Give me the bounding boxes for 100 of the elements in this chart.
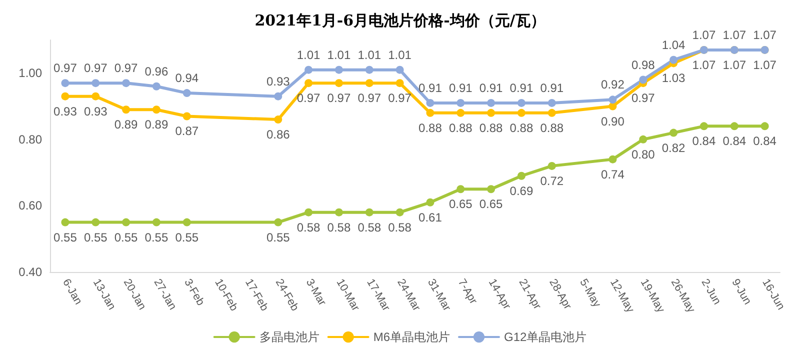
point bbox=[456, 98, 465, 107]
point bbox=[122, 218, 130, 226]
data-label: 0.87 bbox=[175, 124, 199, 138]
point bbox=[304, 79, 313, 88]
data-label: 0.88 bbox=[418, 120, 442, 135]
data-label: 1.07 bbox=[692, 58, 716, 72]
data-label: 0.58 bbox=[327, 220, 351, 234]
data-label: 0.91 bbox=[479, 80, 504, 95]
point bbox=[517, 108, 526, 117]
point bbox=[670, 128, 678, 137]
data-label: 0.97 bbox=[358, 91, 382, 106]
data-label: 0.97 bbox=[296, 91, 321, 106]
data-label: 0.94 bbox=[175, 71, 199, 86]
point bbox=[456, 185, 465, 194]
point bbox=[487, 108, 496, 117]
point bbox=[152, 106, 160, 114]
point bbox=[365, 66, 374, 74]
data-label: 0.58 bbox=[358, 220, 382, 234]
point bbox=[426, 98, 434, 107]
chart-title: 2021年1月-6月电池片价格-均价（元/瓦） bbox=[254, 12, 546, 30]
data-label: 0.58 bbox=[296, 220, 321, 234]
point bbox=[396, 208, 404, 216]
data-label: 0.92 bbox=[601, 78, 625, 92]
data-label: 0.72 bbox=[540, 174, 564, 188]
point bbox=[304, 66, 313, 74]
data-label: 0.89 bbox=[144, 118, 168, 132]
point bbox=[122, 106, 130, 114]
data-label: 0.80 bbox=[631, 147, 656, 162]
point bbox=[639, 135, 648, 144]
point bbox=[274, 92, 282, 100]
point bbox=[639, 76, 648, 84]
point bbox=[122, 79, 130, 88]
point bbox=[456, 108, 465, 117]
data-label: 0.96 bbox=[144, 64, 168, 78]
data-label: 0.91 bbox=[510, 80, 534, 95]
point bbox=[608, 155, 617, 164]
data-label: 0.82 bbox=[662, 140, 686, 155]
data-label: 0.91 bbox=[540, 80, 564, 95]
point bbox=[730, 122, 738, 130]
point bbox=[61, 92, 70, 100]
point bbox=[608, 102, 617, 110]
point bbox=[152, 82, 160, 90]
legend-label: G12单晶电池片 bbox=[504, 330, 587, 344]
point bbox=[700, 122, 708, 130]
data-label: 0.74 bbox=[601, 167, 625, 182]
data-label: 0.93 bbox=[84, 104, 108, 118]
data-label: 0.55 bbox=[144, 230, 168, 244]
data-label: 0.97 bbox=[631, 91, 656, 106]
point bbox=[670, 56, 678, 64]
point bbox=[426, 198, 434, 206]
point bbox=[274, 116, 282, 124]
point bbox=[334, 79, 343, 88]
data-label: 0.88 bbox=[510, 120, 534, 135]
data-label: 0.89 bbox=[114, 118, 138, 132]
point bbox=[182, 218, 191, 226]
y-tick-label: 0.40 bbox=[18, 265, 42, 279]
data-label: 0.55 bbox=[114, 230, 138, 244]
data-label: 0.97 bbox=[388, 91, 412, 106]
point bbox=[92, 92, 100, 100]
data-label: 1.04 bbox=[662, 38, 686, 52]
point bbox=[365, 208, 374, 216]
data-label: 1.03 bbox=[662, 71, 686, 86]
data-label: 0.55 bbox=[175, 230, 199, 244]
point bbox=[548, 108, 556, 117]
data-label: 1.07 bbox=[722, 28, 746, 42]
legend-label: M6单晶电池片 bbox=[373, 330, 450, 344]
point bbox=[334, 66, 343, 74]
point bbox=[487, 98, 496, 107]
data-label: 1.01 bbox=[296, 48, 321, 62]
data-label: 0.84 bbox=[722, 134, 746, 148]
data-label: 0.55 bbox=[266, 230, 290, 244]
data-label: 0.98 bbox=[631, 58, 656, 72]
data-label: 0.90 bbox=[601, 114, 625, 128]
data-label: 1.01 bbox=[327, 48, 351, 62]
data-label: 0.88 bbox=[540, 120, 564, 135]
point bbox=[517, 172, 526, 180]
point bbox=[182, 89, 191, 98]
y-tick-label: 1.00 bbox=[18, 66, 42, 80]
data-label: 1.01 bbox=[388, 48, 412, 62]
data-label: 0.91 bbox=[448, 80, 473, 95]
y-tick-label: 0.60 bbox=[18, 198, 42, 213]
data-label: 0.88 bbox=[479, 120, 504, 135]
point bbox=[334, 208, 343, 216]
data-label: 0.55 bbox=[84, 230, 108, 244]
point bbox=[274, 218, 282, 226]
point bbox=[548, 162, 556, 170]
point bbox=[517, 98, 526, 107]
point bbox=[396, 79, 404, 88]
point bbox=[92, 79, 100, 88]
data-label: 0.69 bbox=[510, 184, 534, 198]
point bbox=[548, 98, 556, 107]
data-label: 0.97 bbox=[54, 61, 78, 76]
point bbox=[304, 208, 313, 216]
data-label: 0.91 bbox=[418, 80, 442, 95]
point bbox=[61, 218, 70, 226]
data-label: 1.07 bbox=[692, 28, 716, 42]
data-label: 0.65 bbox=[479, 197, 504, 212]
data-label: 0.84 bbox=[692, 134, 716, 148]
data-label: 0.97 bbox=[327, 91, 351, 106]
data-label: 0.88 bbox=[448, 120, 473, 135]
